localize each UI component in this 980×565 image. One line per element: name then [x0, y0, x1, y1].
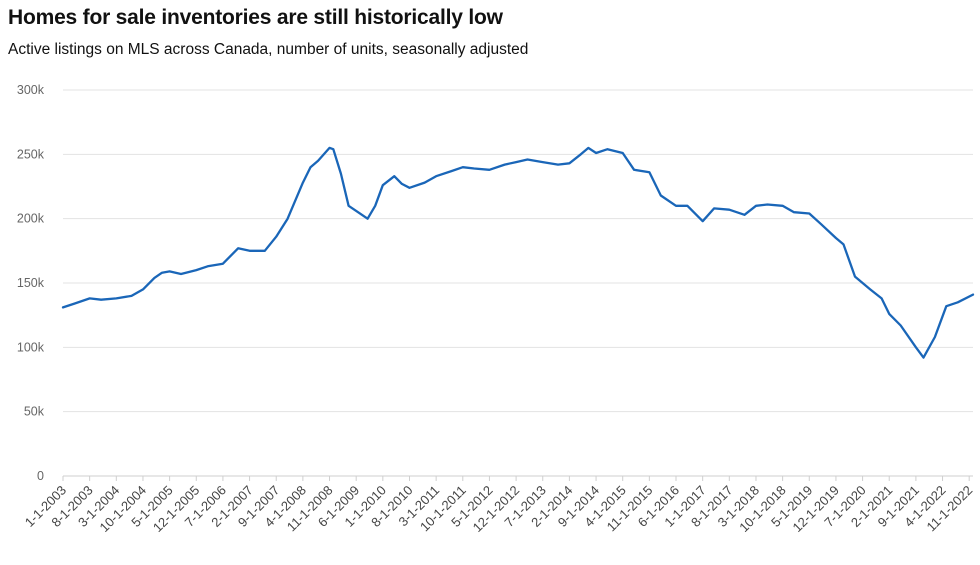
- y-tick-label: 300k: [17, 83, 45, 97]
- y-tick-label: 50k: [24, 405, 45, 419]
- series-line: [61, 146, 975, 359]
- series-layer: [61, 146, 975, 359]
- y-tick-label: 250k: [17, 147, 45, 161]
- chart-title: Homes for sale inventories are still his…: [8, 6, 503, 29]
- y-axis: 0 50k 100k 150k 200k 250k 300k: [17, 83, 45, 483]
- y-tick-label: 0: [37, 469, 44, 483]
- x-axis: 1-1-20038-1-20033-1-200410-1-20045-1-200…: [22, 476, 975, 535]
- grid-layer: [63, 89, 973, 477]
- y-tick-label: 100k: [17, 340, 45, 354]
- y-tick-label: 200k: [17, 212, 45, 226]
- y-tick-label: 150k: [17, 276, 45, 290]
- chart-subtitle: Active listings on MLS across Canada, nu…: [8, 41, 529, 58]
